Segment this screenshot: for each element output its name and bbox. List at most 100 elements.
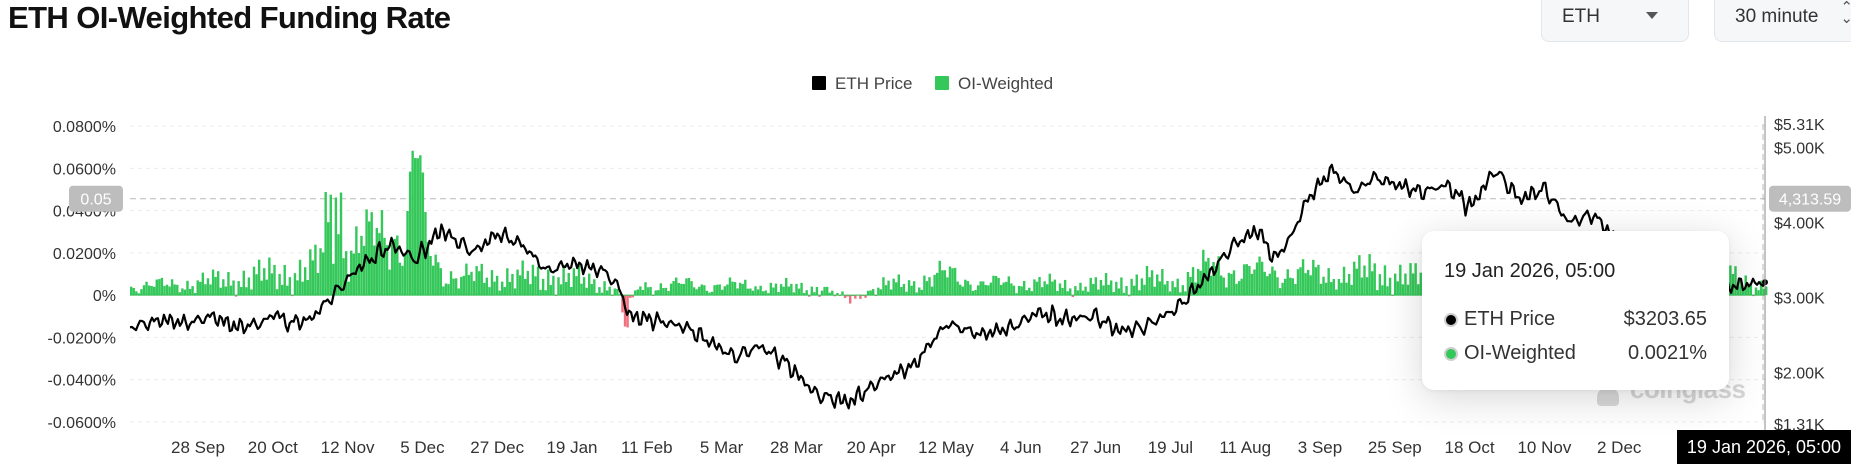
oi-weighted-bar — [273, 264, 276, 296]
left-tick-label: 0% — [93, 288, 116, 305]
oi-weighted-bar — [1153, 286, 1156, 296]
oi-weighted-bar — [590, 284, 593, 296]
oi-weighted-bar — [1747, 286, 1750, 296]
right-tick-label: $3.00K — [1774, 290, 1825, 307]
oi-weighted-bar — [1368, 254, 1371, 296]
up-down-icon: ⌃ ⌄ — [1840, 0, 1851, 27]
oi-weighted-bar — [383, 237, 386, 296]
oi-weighted-bar — [170, 279, 174, 296]
oi-weighted-bar — [137, 293, 141, 296]
oi-weighted-bar — [982, 281, 985, 296]
oi-weighted-bar — [390, 243, 394, 296]
oi-weighted-bar — [1217, 256, 1220, 296]
oi-weighted-bar — [976, 285, 980, 296]
oi-weighted-bar — [593, 279, 596, 296]
oi-weighted-bar — [206, 278, 210, 296]
oi-weighted-bar — [616, 288, 619, 296]
oi-weighted-bar — [168, 286, 171, 296]
oi-weighted-bar — [1276, 277, 1279, 296]
oi-weighted-bar — [971, 290, 975, 296]
oi-weighted-bar — [1166, 280, 1169, 296]
symbol-select[interactable]: ETH — [1541, 0, 1689, 42]
oi-weighted-bar — [1250, 273, 1254, 296]
oi-weighted-bar — [536, 266, 540, 296]
oi-weighted-bar — [1227, 272, 1231, 296]
oi-weighted-bar — [378, 233, 381, 296]
oi-weighted-bar — [1322, 276, 1325, 296]
oi-weighted-bar — [1084, 286, 1087, 296]
oi-weighted-bar — [1102, 285, 1105, 296]
x-tick-label: 20 Oct — [248, 438, 298, 457]
oi-weighted-bar — [828, 292, 831, 296]
oi-weighted-bar — [183, 289, 187, 296]
oi-weighted-bar — [1273, 270, 1277, 296]
coinglass-logo-icon — [1597, 388, 1619, 406]
oi-weighted-bar — [580, 283, 583, 296]
oi-weighted-bar — [1278, 288, 1282, 296]
oi-weighted-bar — [802, 293, 806, 296]
oi-weighted-bar — [1107, 284, 1110, 296]
oi-weighted-bar — [1404, 273, 1407, 296]
oi-weighted-bar — [447, 284, 450, 296]
oi-weighted-bar — [1345, 282, 1348, 296]
oi-weighted-bar — [373, 245, 376, 296]
oi-weighted-bar — [1319, 283, 1323, 296]
oi-weighted-bar — [1058, 283, 1062, 296]
x-tick-label: 5 Mar — [700, 438, 744, 457]
oi-weighted-bar — [1158, 281, 1161, 296]
oi-weighted-bar — [1176, 278, 1179, 296]
oi-weighted-bar — [603, 281, 606, 296]
oi-weighted-bar — [316, 272, 320, 296]
oi-weighted-bar — [1381, 285, 1384, 296]
oi-weighted-bar — [1739, 279, 1742, 296]
oi-weighted-bar — [1010, 283, 1013, 296]
oi-weighted-bar — [1409, 263, 1412, 296]
oi-weighted-bar — [268, 257, 271, 296]
oi-weighted-bar — [1765, 286, 1768, 296]
oi-weighted-bar — [1173, 287, 1177, 296]
oi-weighted-bar — [196, 280, 199, 296]
oi-weighted-bar — [457, 288, 460, 296]
oi-weighted-bar — [396, 235, 399, 296]
symbol-select-value: ETH — [1562, 6, 1600, 27]
oi-weighted-bar — [1030, 291, 1034, 296]
oi-weighted-bar — [549, 285, 553, 296]
oi-weighted-bar — [526, 270, 529, 296]
oi-weighted-bar — [503, 287, 506, 296]
oi-weighted-bar — [344, 251, 348, 296]
oi-weighted-bar — [935, 272, 939, 296]
left-tick-label: -0.0400% — [48, 373, 117, 390]
oi-weighted-bar — [585, 287, 588, 296]
interval-select[interactable]: 30 minute ⌃ ⌄ — [1714, 0, 1851, 42]
oi-weighted-bar — [324, 192, 327, 296]
oi-weighted-bar — [442, 286, 445, 296]
oi-weighted-bar — [283, 265, 286, 296]
oi-weighted-bar — [242, 270, 245, 296]
oi-weighted-bar — [721, 289, 724, 296]
oi-weighted-bar — [1028, 287, 1031, 296]
oi-weighted-bar — [966, 281, 970, 296]
oi-weighted-bar — [1237, 281, 1241, 296]
oi-weighted-bar — [362, 245, 366, 296]
oi-weighted-bar — [508, 281, 512, 296]
oi-weighted-bar — [1066, 291, 1069, 296]
oi-weighted-bar — [815, 286, 819, 296]
oi-weighted-bar — [1156, 274, 1159, 296]
oi-weighted-bar — [495, 275, 499, 296]
chart-legend[interactable]: ETH Price OI-Weighted — [812, 74, 1053, 93]
oi-weighted-bar — [214, 276, 217, 296]
oi-weighted-bar — [695, 289, 698, 296]
oi-weighted-bar — [1120, 277, 1123, 296]
oi-weighted-bar — [531, 264, 535, 296]
oi-weighted-bar — [1069, 288, 1072, 296]
oi-weighted-bar — [1355, 268, 1359, 296]
oi-weighted-bar — [140, 289, 143, 296]
oi-weighted-bar — [690, 281, 693, 296]
oi-weighted-bar — [334, 197, 338, 296]
oi-weighted-bar — [547, 269, 550, 296]
oi-weighted-bar — [741, 283, 744, 296]
oi-weighted-bar — [613, 288, 616, 296]
oi-weighted-bar — [1306, 269, 1310, 296]
tooltip-label: OI-Weighted — [1464, 342, 1576, 364]
